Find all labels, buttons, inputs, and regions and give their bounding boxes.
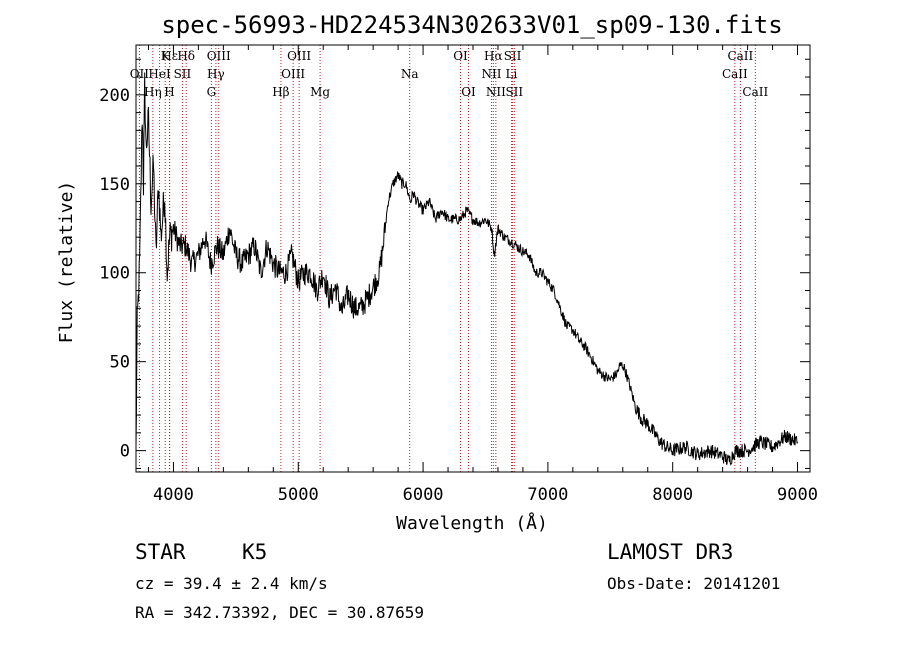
y-tick-label: 50: [110, 353, 130, 373]
emission-line-label: NII: [486, 85, 506, 99]
emission-line-label: Hα: [484, 49, 503, 63]
object-subclass: K5: [242, 540, 268, 564]
emission-line-label: SII: [505, 85, 523, 99]
object-class: STAR: [135, 540, 186, 564]
emission-line-label: CaII: [722, 67, 748, 81]
emission-line-label: SII: [174, 67, 192, 81]
spectrum-line: [135, 72, 798, 466]
emission-line-label: Mg: [310, 85, 330, 99]
spectrum-series: [135, 72, 798, 466]
emission-line-label: NII: [481, 67, 501, 81]
obs-date: Obs-Date: 20141201: [607, 574, 781, 593]
emission-line-label: OIII: [287, 49, 311, 63]
survey-name: LAMOST DR3: [607, 540, 734, 564]
chart-title: spec-56993-HD224534N302633V01_sp09-130.f…: [161, 11, 782, 39]
x-tick-label: 8000: [652, 485, 693, 505]
y-tick-label: 0: [120, 442, 130, 462]
y-axis-label: Flux (relative): [56, 181, 77, 344]
emission-line-label: OII: [130, 67, 150, 81]
x-tick-label: 5000: [278, 485, 319, 505]
axis-ticks: 4000 5000 6000 7000 8000 9000 0 50 100 150 200: [99, 45, 818, 505]
y-tick-label: 200: [99, 86, 130, 106]
emission-line-label: Hβ: [272, 85, 289, 99]
emission-line-label: Li: [506, 67, 518, 81]
emission-line-label: OI: [453, 49, 468, 63]
y-tick-label: 150: [99, 175, 130, 195]
emission-line-label: Na: [401, 67, 419, 81]
emission-line-label: H: [164, 85, 174, 99]
emission-line-label: Hη: [144, 85, 162, 99]
emission-line-label: OIII: [281, 67, 305, 81]
emission-line-label: Hγ: [207, 67, 225, 81]
x-tick-label: 4000: [153, 485, 194, 505]
x-tick-label: 6000: [403, 485, 444, 505]
emission-line-label: K: [161, 49, 171, 63]
x-tick-label: 9000: [777, 485, 818, 505]
emission-line-label: CaII: [727, 49, 753, 63]
x-tick-label: 7000: [527, 485, 568, 505]
emission-line-label: CaII: [742, 85, 768, 99]
emission-line-label: HeI: [148, 67, 171, 81]
emission-line-label: OI: [461, 85, 476, 99]
emission-line-label: G: [207, 85, 217, 99]
emission-line-label: SII: [504, 49, 522, 63]
x-axis-label: Wavelength (Å): [396, 512, 548, 534]
redshift-readout: cz = 39.4 ± 2.4 km/s: [135, 574, 328, 593]
coordinates: RA = 342.73392, DEC = 30.87659: [135, 603, 424, 622]
emission-line-label: OIII: [207, 49, 231, 63]
y-tick-label: 100: [99, 264, 130, 284]
emission-line-label: Hδ: [177, 49, 195, 63]
